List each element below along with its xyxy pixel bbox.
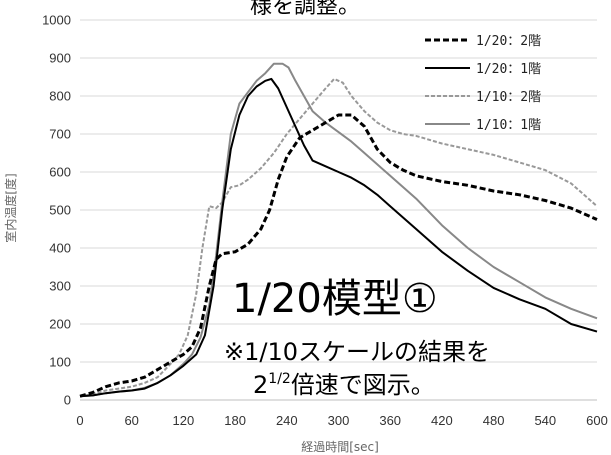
y-tick-300: 300 [49, 279, 71, 294]
y-tick-labels: 0 100 200 300 400 500 600 700 800 900 1000 [42, 13, 71, 408]
legend-label-4: 1/10：1階 [476, 118, 541, 133]
series-lines [79, 62, 598, 398]
x-tick-240: 240 [276, 413, 298, 428]
x-tick-540: 540 [534, 413, 556, 428]
note-line-2-suffix: 倍速で図示。 [291, 371, 435, 399]
annotation-title: 1/20模型① [232, 276, 438, 322]
y-tick-700: 700 [49, 127, 71, 142]
series-line-1 [79, 113, 598, 398]
note-line-2: 21/2倍速で図示。 [253, 371, 435, 399]
legend: 1/20：2階 1/20：1階 1/10：2階 1/10：1階 [425, 34, 541, 133]
series-line-2 [79, 77, 598, 398]
y-tick-600: 600 [49, 165, 71, 180]
y-axis-title: 室内温度[度] [3, 173, 18, 242]
note-line-2-prefix: 2 [253, 371, 268, 399]
y-tick-800: 800 [49, 89, 71, 104]
x-tick-300: 300 [328, 413, 350, 428]
x-tick-120: 120 [173, 413, 195, 428]
x-tick-480: 480 [483, 413, 505, 428]
y-tick-900: 900 [49, 51, 71, 66]
y-tick-400: 400 [49, 241, 71, 256]
x-tick-420: 420 [431, 413, 453, 428]
y-tick-500: 500 [49, 203, 71, 218]
x-axis-title: 経過時間[sec] [301, 440, 379, 454]
legend-label-1: 1/20：2階 [476, 34, 541, 49]
legend-label-3: 1/10：2階 [476, 90, 541, 105]
header-fragment: 様を調整。 [250, 0, 360, 19]
y-tick-0: 0 [64, 393, 71, 408]
x-tick-60: 60 [124, 413, 138, 428]
x-tick-600: 600 [586, 413, 608, 428]
legend-label-2: 1/20：1階 [476, 62, 541, 77]
note-line-1: ※1/10スケールの結果を [224, 338, 490, 366]
x-tick-0: 0 [76, 413, 83, 428]
x-tick-360: 360 [379, 413, 401, 428]
gridlines [80, 19, 597, 401]
x-tick-180: 180 [224, 413, 246, 428]
y-tick-100: 100 [49, 355, 71, 370]
note-line-2-sup: 1/2 [268, 371, 291, 387]
series-line-3 [79, 77, 598, 398]
y-tick-1000: 1000 [42, 13, 71, 28]
y-tick-200: 200 [49, 317, 71, 332]
x-tick-labels: 0 60 120 180 240 300 360 420 480 540 600 [76, 413, 607, 428]
